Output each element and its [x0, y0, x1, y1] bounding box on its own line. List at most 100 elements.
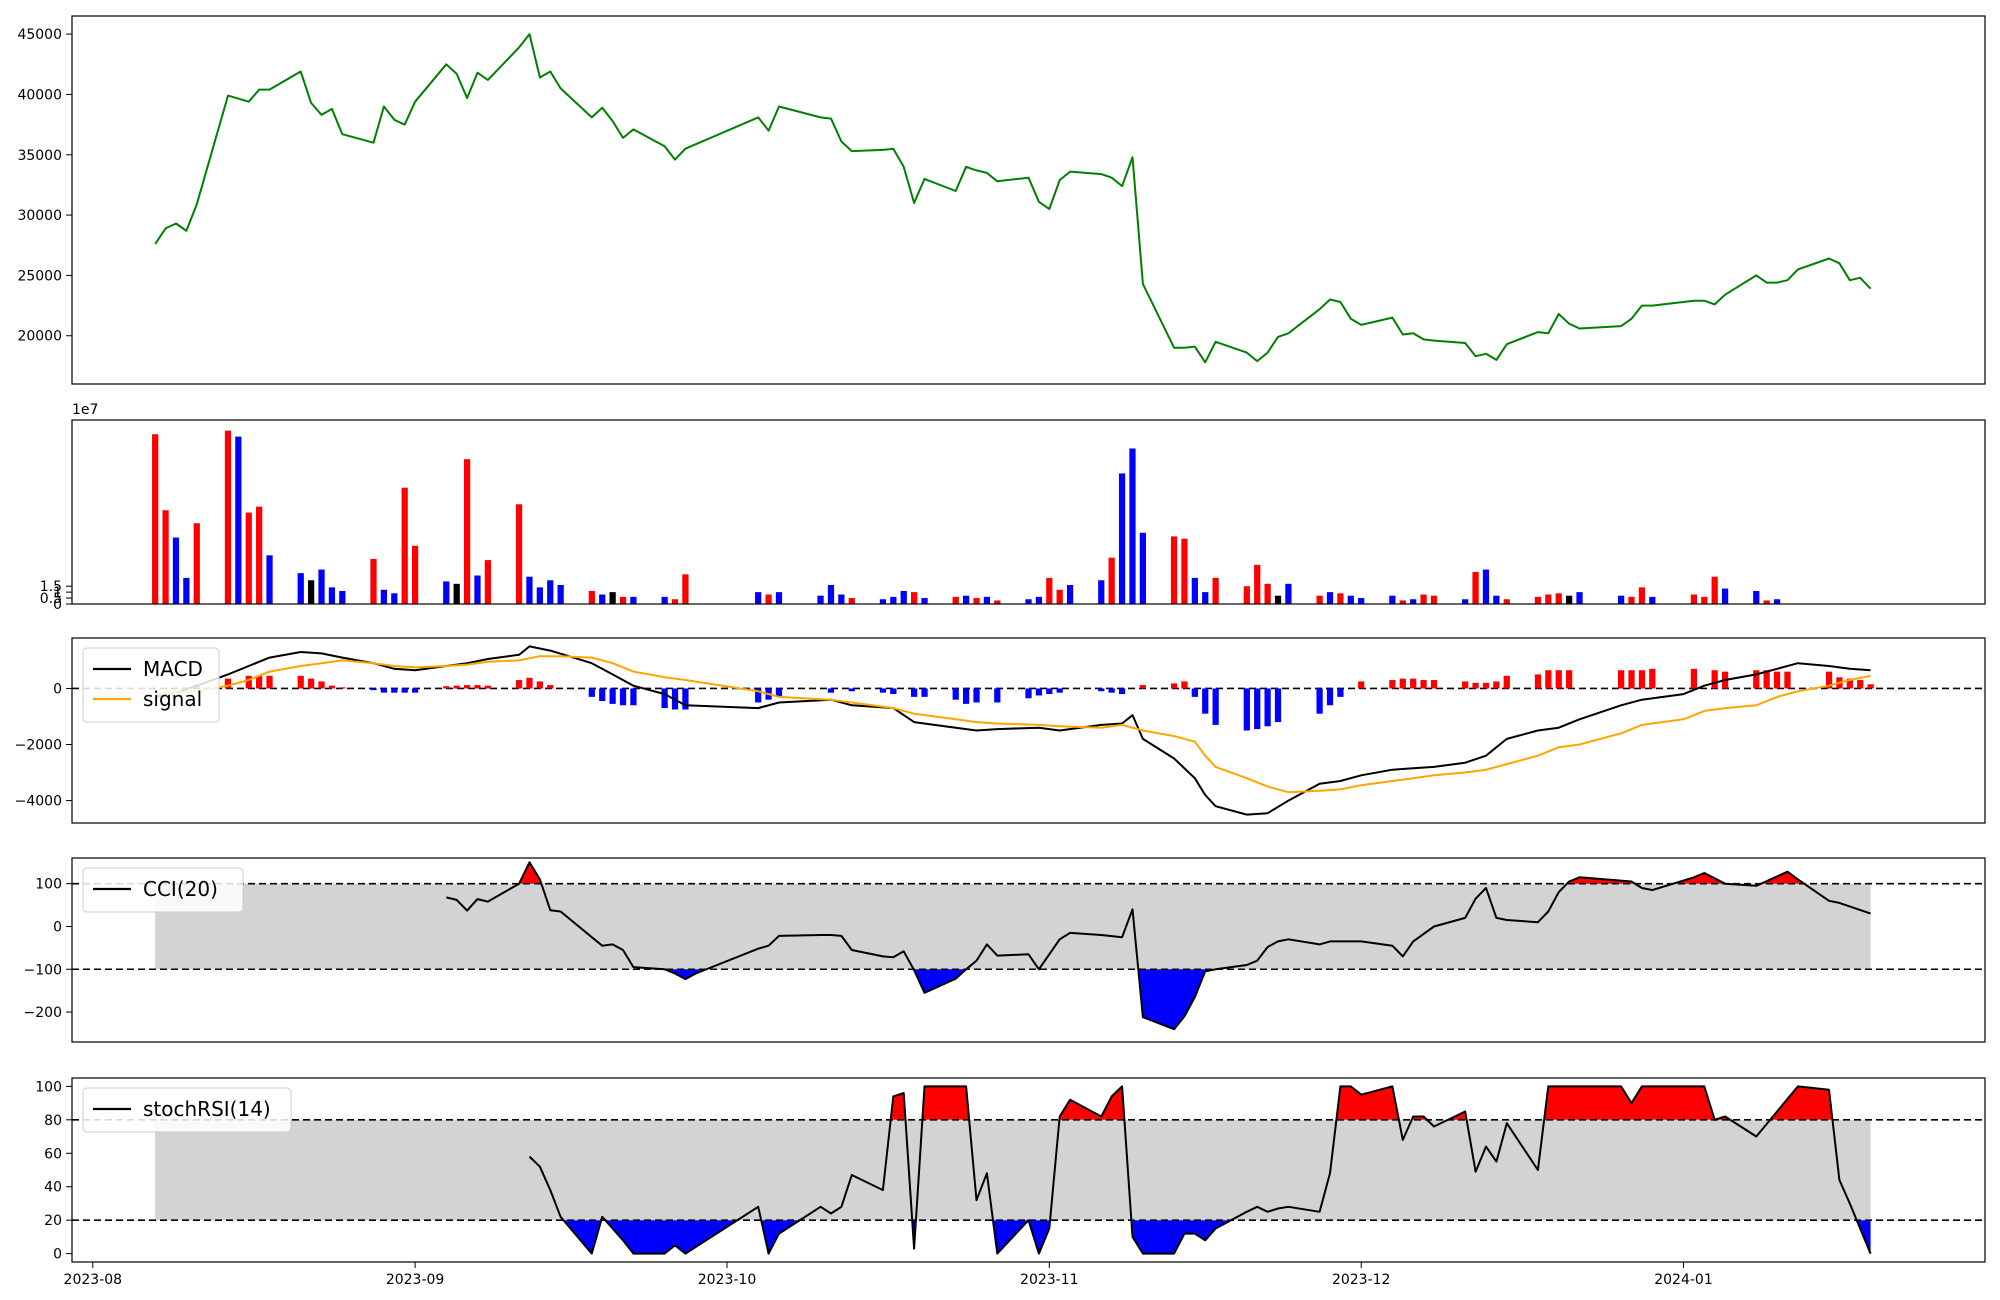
- macd-histogram-bar: [1430, 680, 1438, 689]
- macd-histogram-bar: [1420, 680, 1427, 689]
- macd-histogram-bar: [1753, 670, 1760, 689]
- macd-histogram-bar: [1264, 688, 1271, 727]
- volume-bar: [1628, 596, 1635, 604]
- macd-histogram-bar: [879, 688, 887, 693]
- volume-bar: [1243, 586, 1250, 604]
- macd-histogram-bar: [547, 685, 554, 689]
- volume-bar: [266, 555, 273, 604]
- volume-bar: [162, 510, 169, 604]
- macd-histogram-bar: [1389, 680, 1396, 689]
- volume-bar: [401, 487, 408, 604]
- volume-bar: [671, 599, 679, 604]
- legend-box: [82, 1087, 292, 1133]
- volume-bar: [1753, 590, 1760, 604]
- volume-bar: [1638, 587, 1646, 604]
- volume-bar: [1358, 598, 1365, 604]
- stochrsi-overbought-fill: [1770, 1086, 1833, 1120]
- volume-bar: [474, 575, 481, 604]
- macd-histogram-bar: [1628, 670, 1635, 689]
- macd-histogram-bar: [1118, 688, 1126, 695]
- volume-bar: [921, 598, 928, 604]
- x-tick-label: 2023-11: [1020, 1272, 1079, 1288]
- stochrsi-y-tick-label: 40: [44, 1180, 62, 1196]
- volume-bar: [1566, 595, 1573, 604]
- volume-bar: [1649, 596, 1656, 604]
- macd-histogram-bar: [1108, 688, 1115, 693]
- volume-bar: [973, 598, 980, 604]
- volume-bar: [339, 590, 346, 604]
- macd-histogram-bar: [391, 688, 398, 693]
- macd-histogram-bar: [536, 681, 543, 689]
- volume-bar: [1170, 536, 1178, 604]
- volume-bar: [536, 587, 543, 604]
- macd-histogram-bar: [380, 688, 388, 693]
- macd-histogram-bar: [1202, 688, 1209, 714]
- volume-bar: [1420, 594, 1427, 604]
- volume-bar: [1254, 564, 1261, 604]
- stochrsi-overbought-fill: [922, 1086, 970, 1120]
- legend-box: [82, 867, 244, 913]
- volume-bar: [609, 592, 616, 604]
- macd-histogram-bar: [370, 688, 377, 691]
- volume-bar: [994, 600, 1001, 604]
- macd-histogram-bar: [755, 688, 762, 703]
- price-panel: 20000 25000 30000 35000 40000 45000: [17, 15, 1986, 385]
- volume-bar: [1545, 594, 1552, 604]
- volume-bar: [1098, 580, 1105, 604]
- macd-y-tick-label: 0: [53, 681, 62, 697]
- cci-panel: −200 −100 0 100 CCI(20): [24, 857, 1986, 1043]
- volume-bar: [963, 595, 970, 604]
- legend-box: [82, 647, 220, 723]
- macd-histogram-bar: [1181, 681, 1188, 689]
- volume-bar: [1212, 577, 1219, 604]
- macd-histogram-bar: [453, 685, 460, 689]
- macd-histogram-bar: [1358, 681, 1365, 689]
- volume-bar: [1025, 599, 1032, 604]
- cci-oversold-fill: [664, 969, 707, 980]
- volume-bar: [547, 580, 554, 604]
- volume-bar: [1503, 599, 1510, 604]
- volume-bar: [765, 594, 772, 604]
- volume-bar: [755, 592, 762, 604]
- volume-bar: [557, 585, 564, 604]
- macd-histogram-bar: [318, 681, 325, 689]
- volume-bar: [1690, 594, 1698, 604]
- volume-bar: [599, 594, 606, 604]
- volume-bar: [630, 596, 637, 604]
- macd-series-line: [155, 655, 1871, 794]
- volume-bar: [661, 596, 668, 604]
- macd-histogram-bar: [1690, 668, 1698, 689]
- volume-bar: [1181, 538, 1188, 604]
- volume-bar: [1711, 576, 1718, 604]
- macd-histogram-bar: [401, 688, 408, 693]
- macd-histogram-bar: [411, 688, 419, 693]
- volume-bar: [1108, 557, 1115, 604]
- volume-bar: [817, 595, 824, 604]
- macd-histogram-bar: [1566, 670, 1573, 689]
- macd-histogram-bar: [1784, 671, 1791, 689]
- stochrsi-y-tick-label: 0: [53, 1247, 62, 1263]
- cci-overbought-fill: [1761, 871, 1805, 884]
- stochrsi-oversold-fill: [761, 1220, 800, 1254]
- volume-bar: [1316, 595, 1323, 604]
- volume-bar: [1773, 599, 1781, 604]
- macd-histogram-bar: [245, 675, 252, 689]
- cci-overbought-fill: [1673, 873, 1726, 884]
- cci-y-tick-label: 0: [53, 919, 62, 935]
- macd-histogram-bar: [1825, 671, 1833, 689]
- cci-neutral-band: [155, 883, 1871, 970]
- volume-bar: [1202, 592, 1209, 604]
- macd-histogram-bar: [1046, 688, 1053, 695]
- macd-histogram-bar: [1545, 670, 1552, 689]
- stochrsi-overbought-fill: [1336, 1086, 1399, 1120]
- macd-histogram-bar: [630, 688, 637, 706]
- macd-histogram-bar: [1846, 678, 1853, 689]
- volume-bar: [1399, 600, 1406, 604]
- macd-histogram-bar: [1867, 684, 1874, 689]
- volume-bar: [245, 512, 252, 604]
- price-series-line: [154, 33, 1872, 364]
- cci-legend: CCI(20): [82, 867, 244, 913]
- x-tick-label: 2023-12: [1332, 1272, 1391, 1288]
